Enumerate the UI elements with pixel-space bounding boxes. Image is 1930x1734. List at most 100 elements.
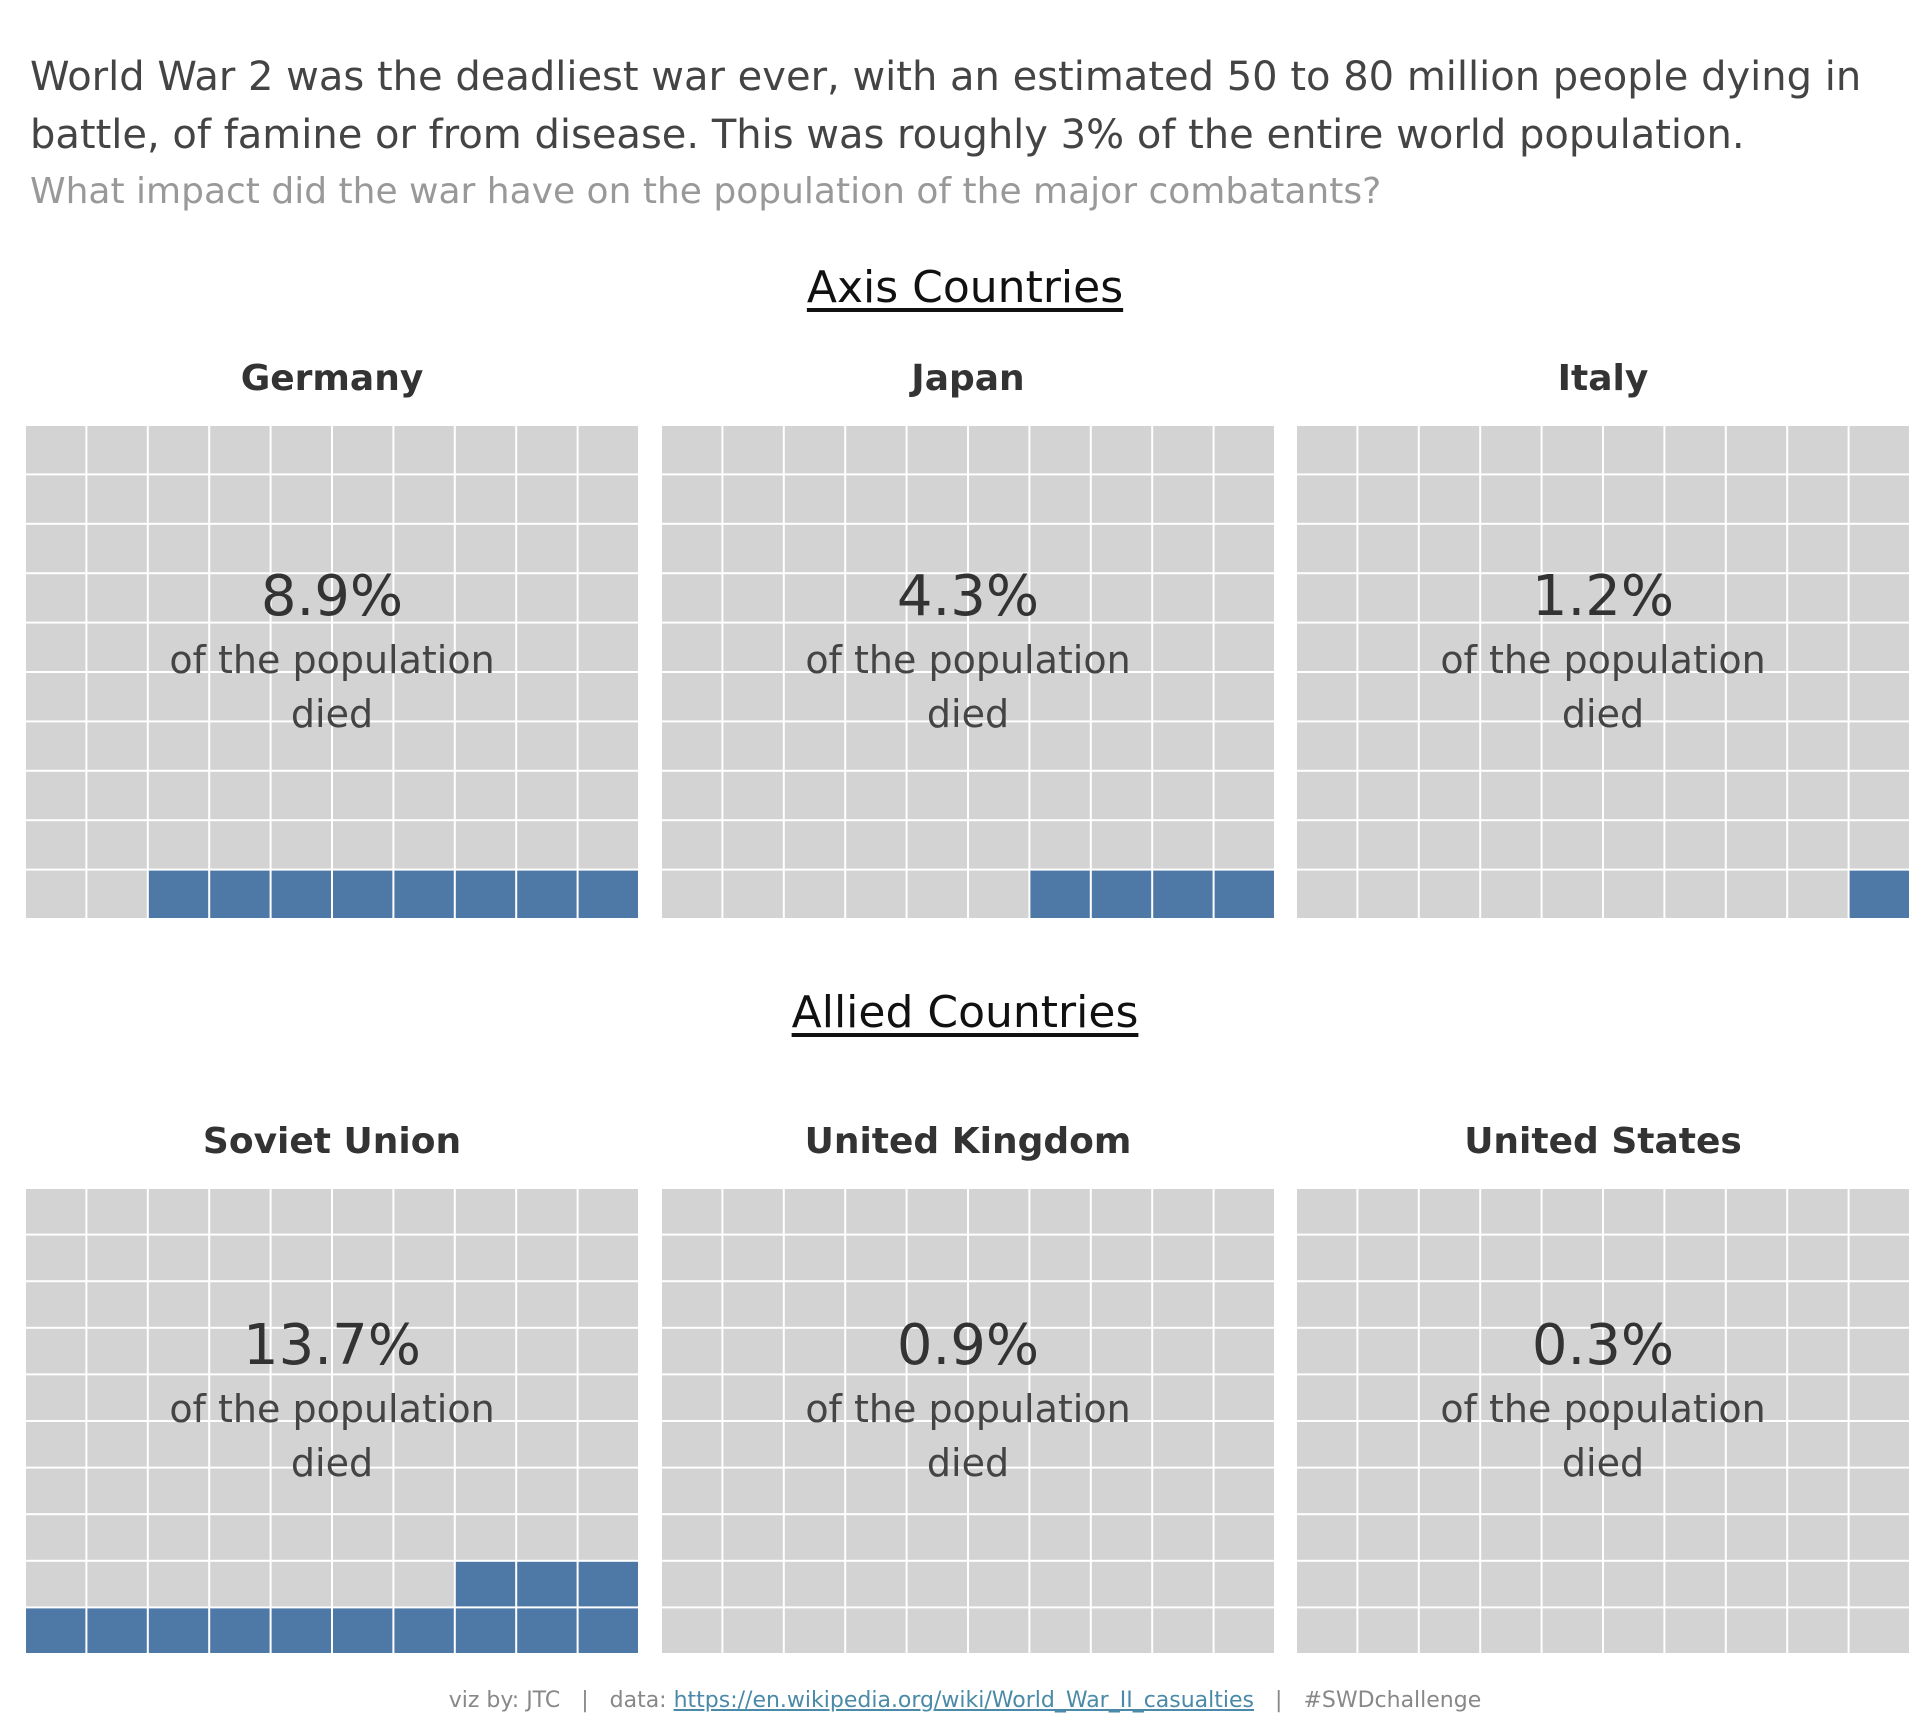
waffle-cell (1481, 722, 1541, 770)
waffle-cell (1091, 623, 1152, 671)
waffle-cell (148, 623, 209, 671)
waffle-cell (1665, 574, 1725, 622)
waffle-cell (1726, 1608, 1787, 1653)
waffle-cell (455, 475, 516, 523)
waffle-cell (333, 821, 393, 869)
waffle-cell (1542, 1561, 1602, 1607)
country-name-japan: Japan (911, 358, 1025, 399)
waffle-cell (87, 475, 147, 523)
waffle-cell (1481, 1422, 1541, 1467)
waffle-cell (723, 1422, 783, 1467)
waffle-cell (1214, 1328, 1274, 1374)
waffle-cell (1419, 574, 1480, 622)
waffle-cell (517, 1375, 577, 1420)
waffle-cell (969, 475, 1029, 523)
waffle-cell (26, 623, 86, 671)
waffle-cell (26, 1328, 86, 1374)
waffle-cell (1091, 1468, 1152, 1514)
waffle-cell-filled (210, 1608, 270, 1653)
waffle-cell (1297, 524, 1357, 573)
waffle-cell (333, 1235, 393, 1281)
waffle-cell (1788, 524, 1848, 573)
waffle-cell (455, 426, 516, 474)
waffle-cell (723, 574, 783, 622)
waffle-cell-filled (517, 870, 577, 918)
waffle-cell (1604, 1422, 1664, 1467)
waffle-cell (1665, 1235, 1725, 1281)
waffle-cell (846, 673, 906, 721)
waffle-cell (1849, 426, 1909, 474)
intro-text: World War 2 was the deadliest war ever, … (30, 48, 1910, 220)
waffle-cell (784, 870, 845, 918)
waffle-cell (784, 1468, 845, 1514)
waffle-cell (394, 1189, 454, 1234)
waffle-cell (87, 1375, 147, 1420)
waffle-cell (907, 426, 967, 474)
waffle-cell (1726, 475, 1787, 523)
waffle-cell (1788, 673, 1848, 721)
waffle-italy: 1.2% of the population died (1296, 425, 1910, 919)
waffle-cell (1358, 1608, 1418, 1653)
waffle-cell (1297, 1328, 1357, 1374)
waffle-cell (969, 623, 1029, 671)
waffle-cell (846, 1561, 906, 1607)
waffle-cell (1091, 1189, 1152, 1234)
waffle-cell (1726, 426, 1787, 474)
waffle-cell (87, 1515, 147, 1560)
waffle-cell (333, 1282, 393, 1327)
waffle-cell (148, 1235, 209, 1281)
waffle-cell (87, 722, 147, 770)
waffle-cell (394, 1468, 454, 1514)
waffle-cell (1604, 1561, 1664, 1607)
waffle-cell (26, 771, 86, 820)
footer-data-link[interactable]: https://en.wikipedia.org/wiki/World_War_… (673, 1688, 1255, 1713)
waffle-cell (969, 1561, 1029, 1607)
waffle-cell (1030, 673, 1090, 721)
waffle-cell (1030, 1235, 1090, 1281)
waffle-cell (26, 870, 86, 918)
waffle-cell (1788, 475, 1848, 523)
waffle-cell (723, 1608, 783, 1653)
intro-line-2: battle, of famine or from disease. This … (30, 112, 1745, 158)
waffle-cell (1849, 1328, 1909, 1374)
waffle-japan: 4.3% of the population died (661, 425, 1275, 919)
waffle-cell (1726, 1328, 1787, 1374)
waffle-cell (1214, 1608, 1274, 1653)
waffle-cell (1358, 722, 1418, 770)
waffle-cell (1726, 1422, 1787, 1467)
waffle-cell (1214, 574, 1274, 622)
waffle-cell (1419, 1328, 1480, 1374)
waffle-cell (87, 426, 147, 474)
waffle-cell (455, 1189, 516, 1234)
waffle-cell (907, 673, 967, 721)
waffle-cell (1788, 1282, 1848, 1327)
waffle-cell (1419, 1608, 1480, 1653)
country-name-germany: Germany (240, 358, 424, 399)
waffle-cell (26, 574, 86, 622)
waffle-cell (969, 524, 1029, 573)
waffle-cell (1419, 1468, 1480, 1514)
waffle-cell (846, 1328, 906, 1374)
waffle-cell (517, 1515, 577, 1560)
waffle-cell (846, 524, 906, 573)
waffle-cell (1604, 870, 1664, 918)
waffle-cell (1153, 524, 1213, 573)
waffle-cell (846, 1515, 906, 1560)
waffle-cell (907, 1608, 967, 1653)
waffle-cell (1030, 1189, 1090, 1234)
waffle-cell (1153, 722, 1213, 770)
waffle-cell (1481, 1282, 1541, 1327)
waffle-cell (1358, 1561, 1418, 1607)
waffle-cell (1788, 1375, 1848, 1420)
waffle-cell (517, 1282, 577, 1327)
waffle-cell (1358, 821, 1418, 869)
waffle-cell (1481, 1608, 1541, 1653)
waffle-cell (1542, 1608, 1602, 1653)
waffle-cell (271, 673, 331, 721)
waffle-cell (723, 821, 783, 869)
waffle-cell (1726, 524, 1787, 573)
waffle-cell (210, 722, 270, 770)
waffle-cell (784, 1328, 845, 1374)
waffle-cell (1091, 1608, 1152, 1653)
waffle-cell (723, 673, 783, 721)
